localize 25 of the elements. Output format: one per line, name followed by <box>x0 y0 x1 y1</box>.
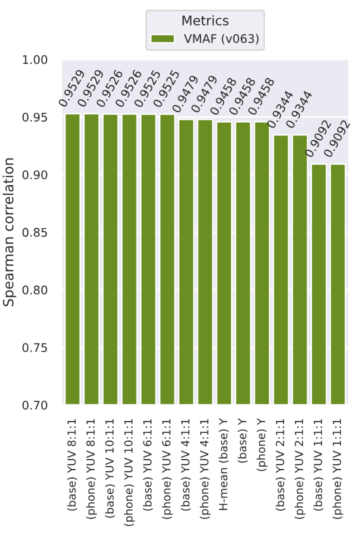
y-axis-title: Spearman correlation <box>2 158 16 306</box>
x-tick-label: (phone) YUV 10:1:1 <box>124 419 135 526</box>
y-tick-label: 0.95 <box>22 112 47 122</box>
x-tick-label: (base) YUV 1:1:1 <box>314 419 324 511</box>
x-tick-label: H-mean (base) Y <box>218 418 229 510</box>
x-tick-label: (base) Y <box>238 418 248 463</box>
x-tick-label: (phone) YUV 1:1:1 <box>332 419 344 519</box>
y-tick-label: 0.85 <box>22 228 47 237</box>
x-tick-label: (phone) Y <box>256 418 268 471</box>
y-tick-label: 0.75 <box>22 343 47 352</box>
y-tick-label: 0.90 <box>22 170 48 180</box>
x-tick-label: (phone) YUV 8:1:1 <box>86 419 97 519</box>
x-tick-label: (phone) YUV 6:1:1 <box>162 419 173 519</box>
x-tick-label: (phone) YUV 4:1:1 <box>200 419 211 519</box>
x-tick-label: (base) YUV 4:1:1 <box>180 419 191 511</box>
y-tick-label: 0.70 <box>22 400 48 410</box>
x-tick-label: (base) YUV 10:1:1 <box>105 419 115 518</box>
y-tick-label: 0.80 <box>22 286 48 294</box>
legend-label: VMAF (v063) <box>184 34 259 44</box>
x-tick-label: (phone) YUV 2:1:1 <box>294 419 306 519</box>
legend-title: Metrics <box>182 15 229 26</box>
y-tick-label: 1.00 <box>23 55 48 64</box>
x-tick-label: (base) YUV 8:1:1 <box>67 419 78 511</box>
x-tick-label: (base) YUV 6:1:1 <box>142 419 153 511</box>
x-tick-label: (base) YUV 2:1:1 <box>276 419 286 511</box>
